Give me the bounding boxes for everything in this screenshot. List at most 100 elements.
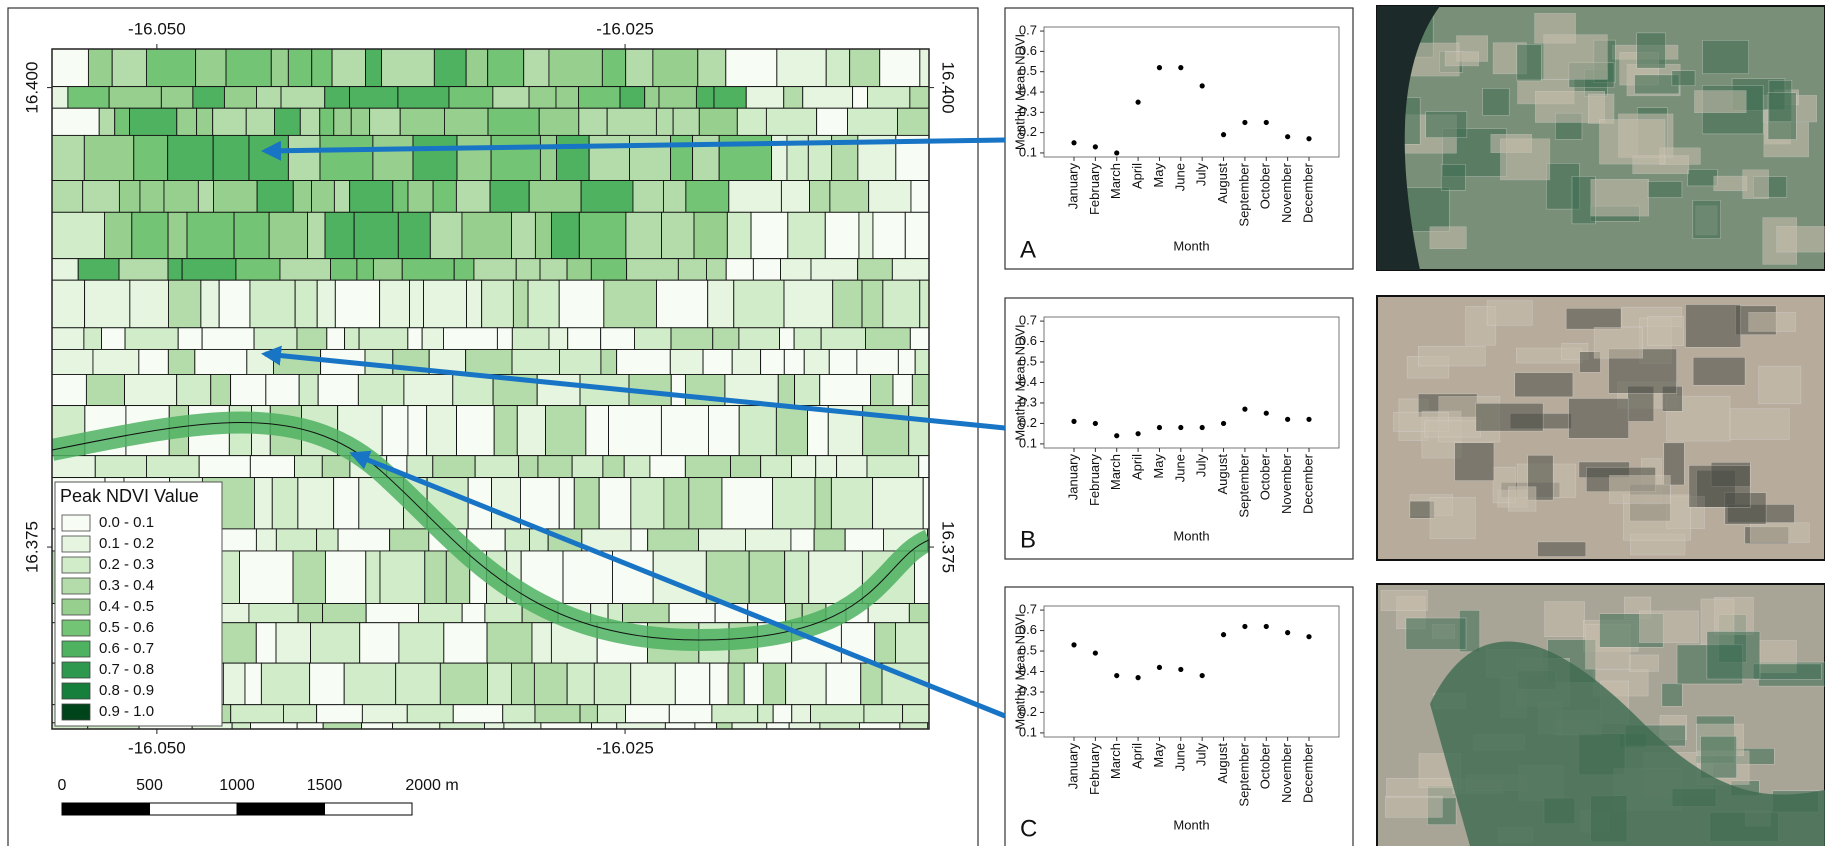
field-parcel bbox=[199, 456, 250, 478]
image-patch bbox=[1707, 631, 1760, 679]
x-tick-label: -16.025 bbox=[596, 19, 654, 38]
field-parcel bbox=[427, 406, 457, 456]
field-parcel bbox=[675, 663, 709, 705]
field-parcel bbox=[312, 49, 332, 87]
y-axis-label: Monthly Mean NDVI bbox=[1012, 613, 1027, 729]
panel-label: C bbox=[1020, 815, 1037, 842]
field-parcel bbox=[338, 529, 390, 551]
image-patch bbox=[1662, 683, 1682, 706]
field-parcel bbox=[196, 49, 226, 87]
field-parcel bbox=[240, 551, 294, 604]
field-parcel bbox=[488, 663, 512, 705]
field-parcel bbox=[626, 212, 662, 258]
y-tick-label: 16.375 bbox=[939, 521, 958, 573]
image-patch bbox=[1639, 611, 1698, 643]
image-patch bbox=[1714, 176, 1747, 191]
field-parcel bbox=[538, 456, 572, 478]
field-parcel bbox=[549, 328, 568, 350]
image-patch bbox=[1768, 93, 1796, 140]
field-parcel bbox=[753, 259, 780, 281]
data-point bbox=[1285, 630, 1290, 635]
chart-panel bbox=[1005, 8, 1353, 269]
x-tick-label: October bbox=[1258, 453, 1273, 500]
field-parcel bbox=[366, 604, 418, 623]
field-parcel bbox=[656, 108, 673, 135]
field-parcel bbox=[784, 280, 833, 328]
field-parcel bbox=[845, 529, 883, 551]
field-parcel bbox=[850, 49, 880, 87]
legend-swatch bbox=[62, 641, 90, 657]
field-parcel bbox=[434, 49, 466, 87]
field-parcel bbox=[52, 49, 88, 87]
field-parcel bbox=[335, 280, 379, 328]
field-parcel bbox=[556, 87, 579, 109]
field-parcel bbox=[78, 259, 119, 281]
field-parcel bbox=[664, 478, 689, 529]
x-tick-label: November bbox=[1279, 742, 1294, 803]
field-parcel bbox=[868, 604, 909, 623]
field-parcel bbox=[134, 135, 168, 180]
field-parcel bbox=[317, 705, 363, 723]
y-tick-label: 16.375 bbox=[22, 521, 41, 573]
field-parcel bbox=[256, 529, 276, 551]
data-point bbox=[1135, 100, 1140, 105]
data-point bbox=[1178, 667, 1183, 672]
field-parcel bbox=[826, 663, 861, 705]
field-parcel bbox=[579, 108, 607, 135]
field-parcel bbox=[272, 478, 298, 529]
field-parcel bbox=[875, 623, 896, 663]
field-parcel bbox=[861, 663, 882, 705]
field-parcel bbox=[93, 349, 139, 374]
field-parcel bbox=[873, 478, 924, 529]
field-parcel bbox=[168, 259, 182, 281]
legend-swatch bbox=[62, 578, 90, 594]
field-parcel bbox=[261, 663, 309, 705]
field-parcel bbox=[626, 49, 653, 87]
field-parcel bbox=[848, 108, 898, 135]
field-parcel bbox=[559, 349, 600, 374]
field-parcel bbox=[745, 529, 790, 551]
field-parcel bbox=[567, 259, 591, 281]
field-parcel bbox=[104, 212, 131, 258]
field-parcel bbox=[177, 108, 197, 135]
field-parcel bbox=[794, 328, 821, 350]
field-parcel bbox=[663, 181, 685, 213]
scale-label: 1500 bbox=[307, 777, 343, 794]
field-parcel bbox=[825, 212, 859, 258]
data-point bbox=[1114, 433, 1119, 438]
image-patch bbox=[1672, 71, 1695, 86]
field-parcel bbox=[413, 135, 457, 180]
field-parcel bbox=[773, 705, 792, 723]
field-parcel bbox=[398, 87, 449, 109]
field-parcel bbox=[393, 181, 408, 213]
field-parcel bbox=[146, 456, 199, 478]
field-parcel bbox=[433, 181, 456, 213]
x-tick-label: February bbox=[1087, 743, 1102, 796]
x-tick-label: August bbox=[1215, 454, 1230, 495]
field-parcel bbox=[689, 478, 722, 529]
field-parcel bbox=[857, 349, 898, 374]
legend-swatch bbox=[62, 599, 90, 615]
field-parcel bbox=[670, 349, 703, 374]
field-parcel bbox=[706, 551, 749, 604]
data-point bbox=[1200, 83, 1205, 88]
field-parcel bbox=[404, 374, 453, 405]
field-parcel bbox=[193, 87, 225, 109]
field-parcel bbox=[297, 328, 327, 350]
field-parcel bbox=[729, 181, 782, 213]
field-parcel bbox=[85, 280, 130, 328]
field-parcel bbox=[603, 456, 624, 478]
x-tick-label: May bbox=[1151, 163, 1166, 188]
field-parcel bbox=[449, 87, 493, 109]
field-parcel bbox=[599, 478, 631, 529]
field-parcel bbox=[269, 212, 307, 258]
scale-label: 1000 bbox=[219, 777, 255, 794]
field-parcel bbox=[475, 456, 518, 478]
legend-title: Peak NDVI Value bbox=[60, 486, 199, 506]
x-tick-label: August bbox=[1215, 163, 1230, 204]
x-tick-label: -16.025 bbox=[596, 738, 654, 757]
panel-label: A bbox=[1020, 236, 1036, 263]
field-parcel bbox=[532, 623, 551, 663]
field-parcel bbox=[880, 49, 920, 87]
field-parcel bbox=[223, 663, 245, 705]
